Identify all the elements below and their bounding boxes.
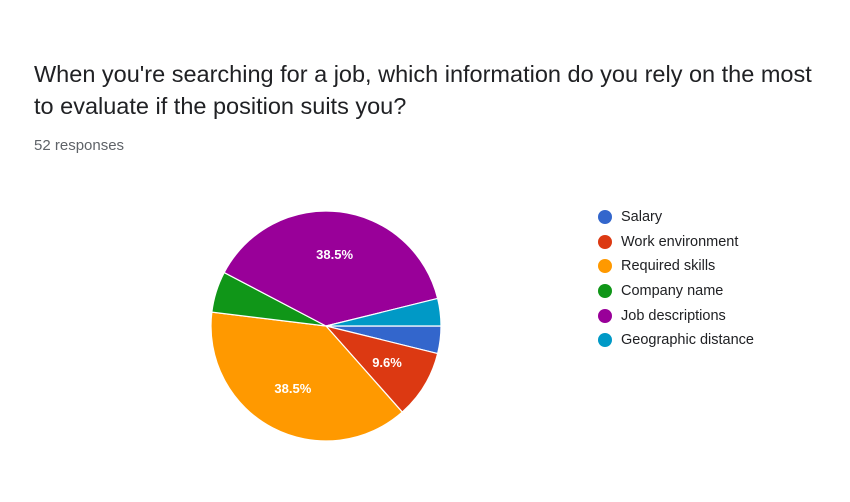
legend-label: Job descriptions	[621, 307, 726, 324]
slice-label-job-descriptions: 38.5%	[316, 247, 353, 262]
legend-swatch	[598, 234, 612, 249]
slice-label-work-environment: 9.6%	[372, 355, 402, 370]
legend-swatch	[598, 308, 612, 323]
legend-item-work-environment: Work environment	[598, 230, 754, 255]
slice-label-required-skills: 38.5%	[274, 381, 311, 396]
legend-label: Company name	[621, 283, 724, 300]
legend-label: Required skills	[621, 258, 716, 275]
legend-item-geographic-distance: Geographic distance	[598, 328, 754, 353]
legend-label: Salary	[621, 209, 663, 226]
legend-swatch	[598, 259, 612, 274]
legend-swatch	[598, 284, 612, 299]
question-title: When you're searching for a job, which i…	[34, 61, 812, 119]
legend-item-salary: Salary	[598, 205, 754, 230]
pie-slice-required-skills	[210, 311, 404, 442]
legend-label: Geographic distance	[621, 332, 754, 349]
pie-slice-job-descriptions	[223, 210, 439, 327]
pie-slice-geographic-distance	[325, 297, 442, 327]
legend-label: Work environment	[621, 233, 739, 250]
legend-swatch	[598, 210, 612, 225]
legend-item-company-name: Company name	[598, 279, 754, 304]
legend-item-job-descriptions: Job descriptions	[598, 303, 754, 328]
legend-item-required-skills: Required skills	[598, 254, 754, 279]
response-count: 52 responses	[34, 137, 125, 154]
chart-legend: Salary Work environment Required skills Com…	[598, 205, 754, 353]
legend-swatch	[598, 333, 612, 348]
